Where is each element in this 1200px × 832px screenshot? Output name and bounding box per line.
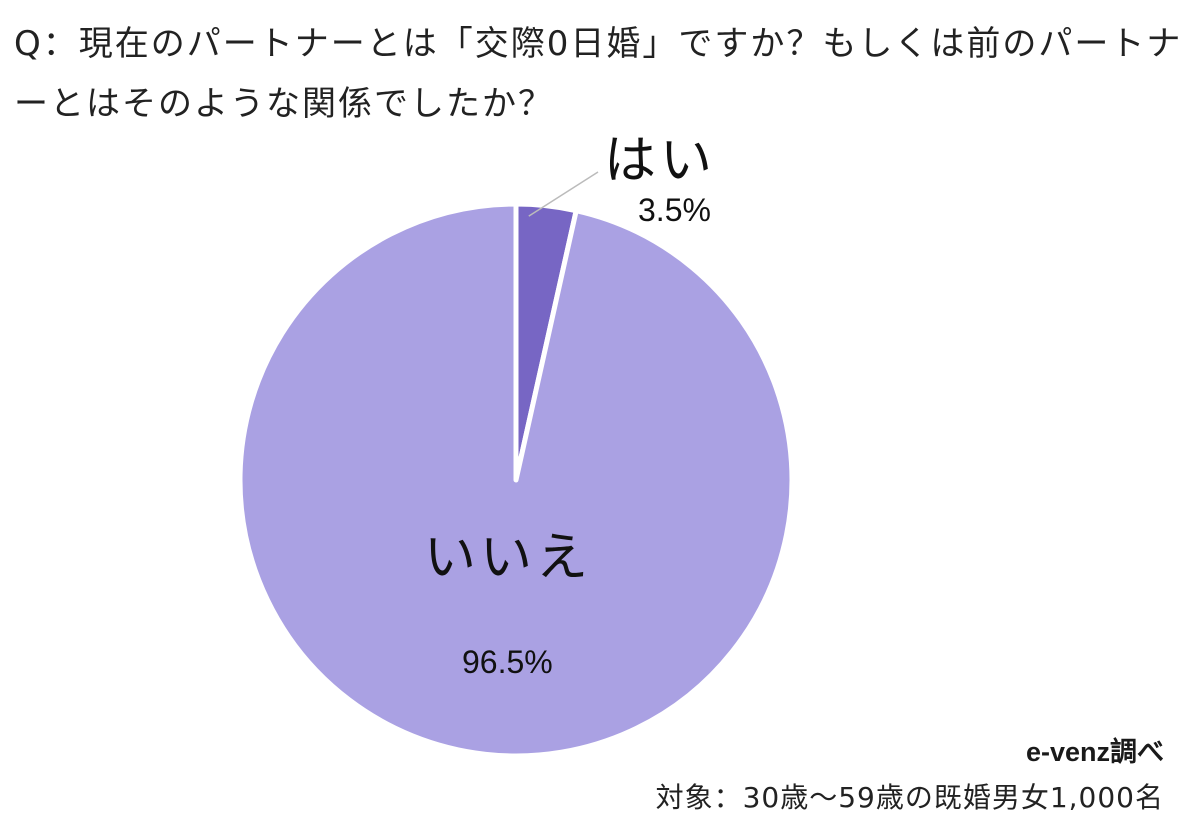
chart-title: Q：現在のパートナーとは「交際0日婚」ですか？もしくは前のパートナーとはそのよう… <box>14 24 1183 124</box>
value-label-no: 96.5% <box>462 644 553 680</box>
source-note: e-venz調べ <box>1025 737 1164 767</box>
pie-slice-no <box>237 201 795 759</box>
leader-line <box>528 171 599 217</box>
survey-target-note: 対象：30歳〜59歳の既婚男女1,000名 <box>655 781 1164 814</box>
category-label-no: いいえ <box>424 528 593 588</box>
category-label-yes: はい <box>604 131 717 191</box>
value-label-yes: 3.5% <box>638 192 711 228</box>
